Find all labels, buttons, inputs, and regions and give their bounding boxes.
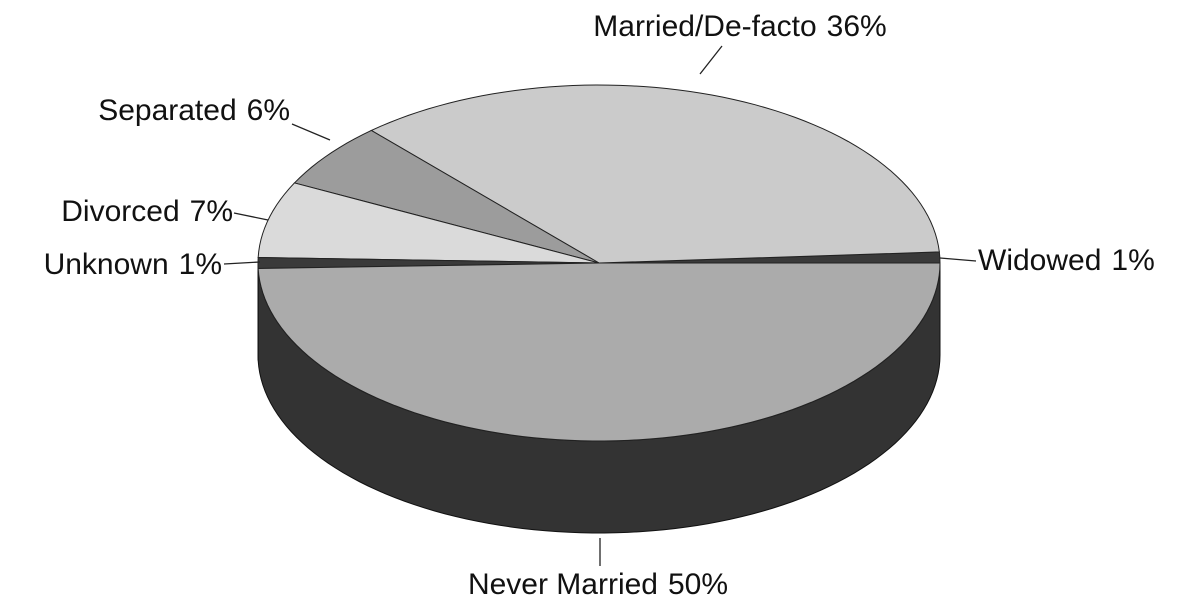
value-label: 36% — [827, 10, 887, 43]
value-label: 6% — [247, 94, 290, 127]
slice — [370, 84, 940, 264]
slice — [257, 262, 941, 442]
slice-label: Never Married 50% — [468, 568, 728, 601]
slice-label: Separated 6% — [98, 94, 290, 127]
value-label: 1% — [1111, 244, 1154, 277]
slice-label: Married/De-facto 36% — [593, 10, 886, 43]
leader-line — [939, 257, 977, 262]
leader-line — [699, 45, 723, 75]
label-name: Divorced — [61, 195, 179, 228]
value-label: 50% — [668, 568, 728, 601]
label-name: Married/De-facto — [593, 10, 816, 43]
label-name: Widowed — [978, 244, 1101, 277]
label-name: Separated — [98, 94, 236, 127]
value-label: 7% — [190, 195, 233, 228]
slice — [257, 182, 600, 264]
slice-label: Divorced 7% — [61, 195, 233, 228]
slice-label: Unknown 1% — [44, 248, 222, 281]
label-name: Never Married — [468, 568, 658, 601]
labels: Married/De-facto 36% Separated 6% Divorced… — [44, 10, 1155, 601]
pie-tops — [257, 84, 941, 442]
leader-line — [233, 212, 269, 221]
value-label: 1% — [179, 248, 222, 281]
slice — [293, 129, 600, 264]
pie — [257, 84, 941, 534]
slice-label: Widowed 1% — [978, 244, 1155, 277]
label-name: Unknown — [44, 248, 169, 281]
leader-line — [223, 261, 261, 265]
leader-line — [291, 123, 331, 141]
